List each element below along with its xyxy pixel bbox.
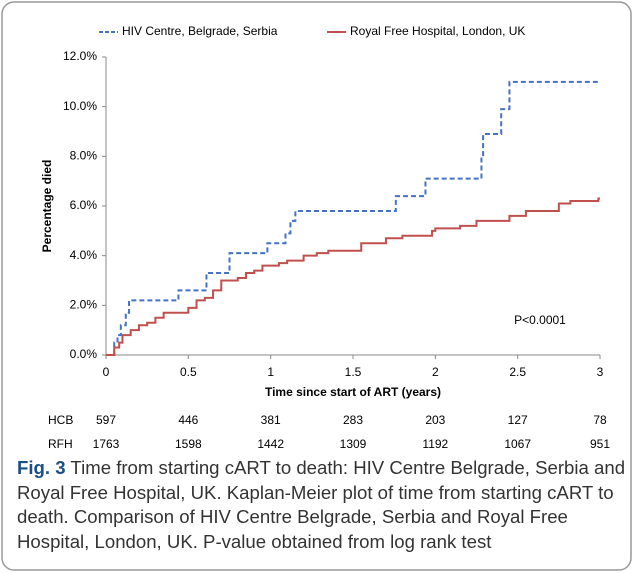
x-tick-label: 1 bbox=[267, 365, 274, 379]
risk-value: 283 bbox=[343, 413, 363, 427]
annotation: P<0.0001 bbox=[514, 313, 566, 327]
legend-label: HIV Centre, Belgrade, Serbia bbox=[122, 24, 278, 38]
risk-value: 446 bbox=[178, 413, 198, 427]
km-curve bbox=[106, 80, 600, 356]
y-tick-label: 0.0% bbox=[70, 347, 98, 361]
caption-label: Fig. 3 bbox=[17, 457, 66, 478]
x-tick-label: 1.5 bbox=[345, 365, 362, 379]
x-axis-title: Time since start of ART (years) bbox=[265, 385, 441, 399]
x-tick-label: 2 bbox=[432, 365, 439, 379]
risk-value: 951 bbox=[590, 437, 610, 451]
risk-value: 1309 bbox=[340, 437, 367, 451]
caption: Fig. 3 Time from starting cART to death:… bbox=[17, 456, 629, 554]
risk-row-label: HCB bbox=[48, 413, 73, 427]
y-tick-label: 6.0% bbox=[70, 198, 98, 212]
legend-label: Royal Free Hospital, London, UK bbox=[350, 24, 525, 38]
x-tick-label: 0.5 bbox=[180, 365, 197, 379]
y-axis-title: Percentage died bbox=[40, 160, 54, 253]
risk-value: 203 bbox=[425, 413, 445, 427]
y-tick-label: 2.0% bbox=[70, 298, 98, 312]
y-tick-label: 8.0% bbox=[70, 149, 98, 163]
km-curve bbox=[106, 197, 600, 356]
caption-text: Time from starting cART to death: HIV Ce… bbox=[17, 457, 626, 552]
risk-value: 1763 bbox=[93, 437, 120, 451]
x-tick-label: 0 bbox=[103, 365, 110, 379]
risk-value: 381 bbox=[261, 413, 281, 427]
risk-row-label: RFH bbox=[48, 437, 73, 451]
x-tick-label: 3 bbox=[597, 365, 604, 379]
risk-value: 1192 bbox=[422, 437, 448, 451]
risk-value: 1442 bbox=[257, 437, 284, 451]
risk-value: 597 bbox=[96, 413, 116, 427]
risk-value: 127 bbox=[508, 413, 528, 427]
y-tick-label: 12.0% bbox=[63, 49, 97, 63]
risk-value: 78 bbox=[593, 413, 607, 427]
y-tick-label: 10.0% bbox=[63, 99, 97, 113]
risk-value: 1598 bbox=[175, 437, 202, 451]
risk-value: 1067 bbox=[504, 437, 531, 451]
y-tick-label: 4.0% bbox=[70, 248, 98, 262]
x-tick-label: 2.5 bbox=[509, 365, 526, 379]
